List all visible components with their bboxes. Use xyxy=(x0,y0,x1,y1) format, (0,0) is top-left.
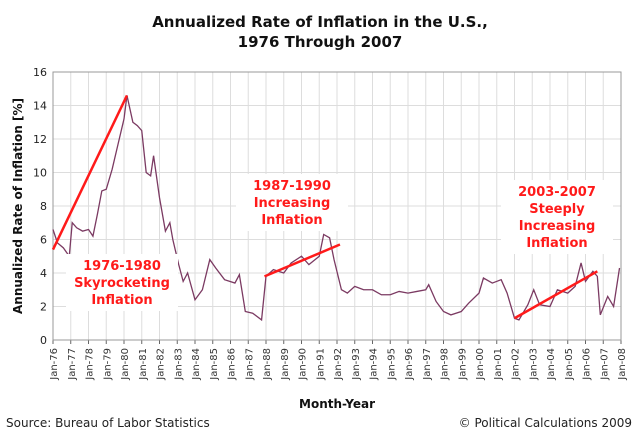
annotation-background xyxy=(501,180,613,254)
credit-note: © Political Calculations 2009 xyxy=(458,416,632,430)
x-tick-label: Jan-95 xyxy=(386,348,397,381)
x-tick-label: Jan-86 xyxy=(227,348,238,381)
x-tick-label: Jan-00 xyxy=(475,348,486,381)
source-note: Source: Bureau of Labor Statistics xyxy=(6,416,210,430)
x-tick-label: Jan-94 xyxy=(369,348,380,381)
annotation-text: Increasing xyxy=(519,219,596,234)
x-tick-label: Jan-01 xyxy=(493,348,504,381)
y-tick-label: 8 xyxy=(40,200,47,213)
x-tick-label: Jan-98 xyxy=(440,348,451,381)
x-tick-label: Jan-03 xyxy=(528,348,539,381)
x-tick-label: Jan-81 xyxy=(138,348,149,381)
x-tick-label: Jan-78 xyxy=(85,348,96,381)
x-tick-label: Jan-87 xyxy=(244,348,255,381)
x-tick-label: Jan-08 xyxy=(617,348,628,381)
x-tick-label: Jan-05 xyxy=(564,348,575,381)
annotation-text: Inflation xyxy=(261,213,322,228)
x-tick-label: Jan-89 xyxy=(280,348,291,381)
x-tick-label: Jan-85 xyxy=(209,348,220,381)
annotation-text: 1987-1990 xyxy=(253,179,331,194)
x-tick-label: Jan-02 xyxy=(511,348,522,381)
annotation-text: Inflation xyxy=(526,236,587,251)
y-tick-label: 2 xyxy=(40,301,47,314)
y-tick-label: 14 xyxy=(33,100,47,113)
x-tick-label: Jan-88 xyxy=(262,348,273,381)
annotation-background xyxy=(66,254,178,311)
x-tick-label: Jan-07 xyxy=(599,348,610,381)
trend-line xyxy=(51,94,129,251)
y-tick-label: 6 xyxy=(40,234,47,247)
trend-line xyxy=(264,243,341,278)
annotation-text: 1976-1980 xyxy=(83,259,161,274)
x-axis-label: Month-Year xyxy=(299,397,375,411)
x-tick-label: Jan-04 xyxy=(546,348,557,381)
y-tick-label: 4 xyxy=(40,267,47,280)
annotation-text: Increasing xyxy=(254,196,331,211)
x-tick-label: Jan-80 xyxy=(120,348,131,381)
x-tick-label: Jan-90 xyxy=(298,348,309,381)
x-tick-label: Jan-97 xyxy=(422,348,433,381)
y-tick-label: 0 xyxy=(40,334,47,347)
x-tick-label: Jan-76 xyxy=(49,348,60,381)
annotation-background xyxy=(236,174,348,231)
x-tick-label: Jan-06 xyxy=(582,348,593,381)
annotation-text: Skyrocketing xyxy=(74,276,170,291)
x-tick-label: Jan-79 xyxy=(102,348,113,381)
x-tick-label: Jan-84 xyxy=(191,348,202,381)
y-tick-label: 16 xyxy=(33,66,47,79)
x-tick-label: Jan-77 xyxy=(67,348,78,381)
y-tick-label: 12 xyxy=(33,133,47,146)
x-tick-label: Jan-91 xyxy=(315,348,326,381)
y-tick-label: 10 xyxy=(33,167,47,180)
x-tick-label: Jan-92 xyxy=(333,348,344,381)
annotation-text: Steeply xyxy=(529,202,585,217)
chart-title: Annualized Rate of Inflation in the U.S.… xyxy=(0,12,640,52)
annotation-text: Inflation xyxy=(91,293,152,308)
y-axis-label: Annualized Rate of Inflation [%] xyxy=(11,98,25,314)
annotation-text: 2003-2007 xyxy=(518,185,596,200)
x-tick-label: Jan-82 xyxy=(156,348,167,381)
x-tick-label: Jan-99 xyxy=(457,348,468,381)
x-tick-label: Jan-93 xyxy=(351,348,362,381)
title-text: Annualized Rate of Inflation in the U.S.… xyxy=(152,13,488,51)
x-tick-label: Jan-96 xyxy=(404,348,415,381)
plot-border xyxy=(52,71,622,341)
trend-line xyxy=(513,270,598,320)
x-tick-label: Jan-83 xyxy=(173,348,184,381)
